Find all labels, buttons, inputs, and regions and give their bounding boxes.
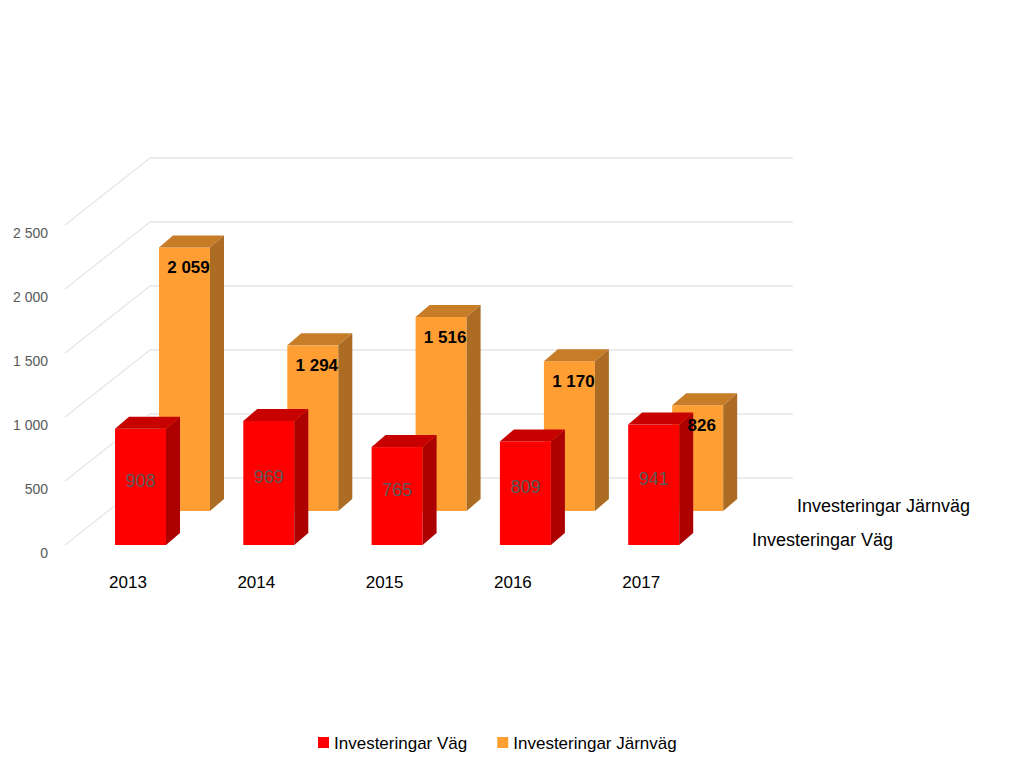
x-tick-label: 2016	[494, 573, 532, 592]
grid-line	[150, 158, 793, 159]
bar-side	[595, 349, 609, 511]
bar	[372, 435, 437, 545]
bar-side	[423, 435, 437, 545]
grid-line-side	[65, 158, 150, 225]
legend-swatch	[318, 737, 329, 748]
legend-label: Investeringar Väg	[334, 734, 467, 753]
bar	[243, 409, 308, 545]
bar-front	[372, 447, 423, 545]
depth-axis-label: Investeringar Järnväg	[797, 496, 970, 516]
grid-line	[150, 222, 793, 223]
grid	[65, 158, 793, 545]
data-label: 1 516	[424, 328, 467, 347]
bar-side	[210, 235, 224, 511]
grid-line-side	[65, 286, 150, 353]
y-tick-label: 1 000	[13, 417, 48, 433]
x-tick-label: 2015	[366, 573, 404, 592]
data-label: 969	[254, 467, 284, 487]
grid-line	[150, 286, 793, 287]
depth-axis-label: Investeringar Väg	[752, 530, 893, 550]
y-tick-label: 2 000	[13, 289, 48, 305]
bar	[500, 429, 565, 545]
grid-line-side	[65, 222, 150, 289]
bar-side	[723, 393, 737, 511]
data-label: 765	[382, 480, 412, 500]
y-tick-label: 500	[25, 481, 49, 497]
data-label: 1 294	[296, 356, 339, 375]
x-tick-label: 2013	[109, 573, 147, 592]
y-tick-label: 0	[40, 545, 48, 561]
bar-side	[166, 417, 180, 545]
data-labels: 2 059 1 294 1 516 1 170 826 908 969 765 809 941	[125, 258, 715, 500]
data-label: 2 059	[167, 258, 210, 277]
bars	[115, 235, 737, 545]
bar-side	[551, 429, 565, 545]
bar-front	[115, 429, 166, 545]
bar-front	[500, 441, 551, 545]
x-tick-label: 2014	[237, 573, 275, 592]
legend-label: Investeringar Järnväg	[513, 734, 676, 753]
data-label: 1 170	[552, 372, 595, 391]
data-label: 826	[688, 416, 716, 435]
x-tick-label: 2017	[622, 573, 660, 592]
bar-side	[338, 333, 352, 511]
grid-line-side	[65, 350, 150, 417]
data-label: 809	[510, 477, 540, 497]
bar-front	[243, 421, 294, 545]
bar-side	[467, 305, 481, 511]
bar-front	[628, 425, 679, 545]
bar	[628, 413, 693, 545]
bar	[115, 417, 180, 545]
y-tick-label: 1 500	[13, 353, 48, 369]
legend-swatch	[497, 737, 508, 748]
data-label: 941	[639, 469, 669, 489]
legend: Investeringar Väg Investeringar Järnväg	[318, 734, 677, 753]
y-tick-label: 2 500	[13, 225, 48, 241]
chart: 0 500 1 000 1 500 2 000 2 500 2 059 1 294 1 516 1…	[0, 0, 1024, 778]
bar-side	[294, 409, 308, 545]
data-label: 908	[125, 471, 155, 491]
